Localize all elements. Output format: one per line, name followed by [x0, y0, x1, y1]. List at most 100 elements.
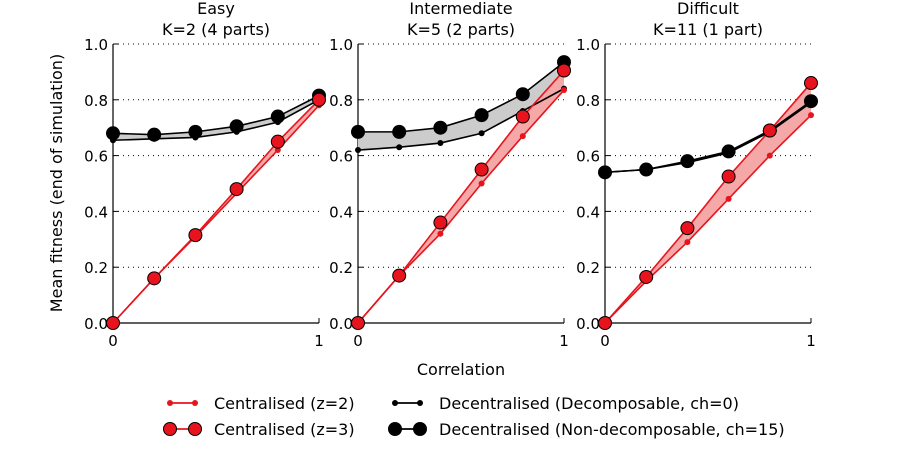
panel-3: Difficult K=11 (1 part) 0.0 0.2 0.4 0.6 0.8 1.0… — [576, 0, 818, 350]
series-non-decomposable-point — [351, 124, 365, 139]
series-non-decomposable-point — [433, 120, 448, 135]
panel-title: Easy — [197, 0, 235, 18]
panel-1: Easy K=2 (4 parts) 0.0 0.2 0.4 0.6 0.8 1.0 0 1 — [84, 0, 326, 350]
series-non-decomposable-point — [147, 127, 162, 142]
y-tick-label: 0.6 — [329, 148, 353, 166]
panel-2: Intermediate K=5 (2 parts) 0.0 0.2 0.4 0.6 0.8… — [329, 0, 571, 350]
legend-marker — [188, 422, 202, 436]
y-tick-label: 0.0 — [329, 315, 353, 333]
series-decomposable-point — [396, 144, 403, 151]
series-decomposable-line — [357, 87, 565, 151]
y-tick-label: 0.4 — [329, 203, 353, 221]
y-tick-label: 0.6 — [576, 148, 600, 166]
y-tick-label: 0.8 — [84, 92, 108, 110]
series-centralised-z3-point — [762, 123, 777, 138]
legend-label: Centralised (z=2) — [214, 394, 355, 413]
series-non-decomposable-point — [804, 94, 818, 109]
legend-label: Centralised (z=3) — [214, 420, 355, 439]
series-centralised-z3-point — [598, 316, 612, 330]
series-centralised-z3-point — [106, 316, 120, 330]
series-centralised-z2-line — [604, 114, 812, 324]
y-axis-label: Mean fitness (end of simulation) — [47, 54, 66, 312]
x-tick-label: 0 — [600, 332, 610, 350]
panel-title: Intermediate — [409, 0, 512, 18]
legend-item: Decentralised (Non-decomposable, ch=15) — [388, 420, 785, 439]
series-non-decomposable-point — [639, 162, 654, 177]
legend-marker — [413, 422, 427, 436]
x-tick-label: 1 — [806, 332, 816, 350]
series-centralised-z3-point — [639, 269, 654, 284]
legend-marker — [167, 400, 173, 406]
series-centralised-z3-point — [557, 63, 571, 78]
series-centralised-z3-line — [357, 69, 565, 324]
legend-marker — [392, 400, 398, 406]
x-tick-label: 0 — [108, 332, 118, 350]
y-tick-label: 0.0 — [576, 315, 600, 333]
x-tick-label: 1 — [559, 332, 569, 350]
legend-label: Decentralised (Decomposable, ch=0) — [439, 394, 739, 413]
series-centralised-z3-point — [721, 169, 736, 184]
decentralised-band — [358, 62, 564, 151]
legend-marker — [417, 400, 423, 406]
series-non-decomposable-point — [229, 119, 244, 134]
legend-marker — [192, 400, 198, 406]
series-non-decomposable-point — [598, 165, 612, 180]
y-tick-label: 0.8 — [576, 92, 600, 110]
series-decomposable-line — [112, 99, 320, 142]
y-tick-label: 0.8 — [329, 92, 353, 110]
legend: Centralised (z=2) Centralised (z=3) Decent… — [163, 394, 785, 439]
series-non-decomposable-point — [188, 124, 203, 139]
x-axis-label: Correlation — [417, 360, 505, 379]
series-non-decomposable-point — [106, 126, 120, 141]
series-centralised-z2-point — [478, 180, 485, 187]
legend-item: Centralised (z=3) — [163, 420, 355, 439]
series-non-decomposable-point — [392, 124, 407, 139]
series-centralised-z3-line — [112, 99, 320, 324]
panel-subtitle: K=5 (2 parts) — [407, 20, 515, 39]
y-tick-label: 0.4 — [84, 203, 108, 221]
y-tick-label: 0.6 — [84, 148, 108, 166]
series-centralised-z3-point — [312, 92, 326, 107]
series-decomposable-point — [478, 130, 485, 137]
series-centralised-z3-point — [392, 268, 407, 283]
series-centralised-z3-point — [515, 109, 530, 124]
series-non-decomposable-point — [270, 109, 285, 124]
y-tick-label: 1.0 — [329, 36, 353, 54]
y-tick-label: 0.4 — [576, 203, 600, 221]
series-centralised-z3-point — [147, 271, 162, 286]
series-centralised-z2-point — [561, 87, 567, 94]
y-tick-label: 1.0 — [84, 36, 108, 54]
series-centralised-z2-point — [274, 147, 281, 154]
x-tick-label: 0 — [353, 332, 363, 350]
series-centralised-z3-point — [270, 134, 285, 149]
series-centralised-z3-point — [229, 182, 244, 197]
series-centralised-z2-point — [684, 239, 691, 246]
series-centralised-z2-point — [766, 152, 773, 159]
legend-marker — [388, 422, 402, 436]
series-centralised-z3-point — [188, 228, 203, 243]
series-centralised-z2-point — [519, 133, 526, 140]
series-centralised-z3-point — [680, 221, 695, 236]
y-tick-label: 0.0 — [84, 315, 108, 333]
panel-subtitle: K=11 (1 part) — [653, 20, 763, 39]
series-non-decomposable-point — [680, 154, 695, 169]
legend-item: Centralised (z=2) — [167, 394, 355, 413]
series-centralised-z3-line — [604, 82, 812, 324]
series-centralised-z3-point — [804, 76, 818, 91]
y-tick-label: 1.0 — [576, 36, 600, 54]
legend-item: Decentralised (Decomposable, ch=0) — [392, 394, 739, 413]
series-decomposable-point — [355, 147, 361, 154]
legend-label: Decentralised (Non-decomposable, ch=15) — [439, 420, 785, 439]
series-decomposable-point — [437, 140, 444, 147]
y-tick-label: 0.2 — [576, 259, 600, 277]
series-centralised-z3-point — [351, 316, 365, 330]
series-centralised-z2-point — [808, 112, 814, 119]
series-centralised-z3-point — [474, 162, 489, 177]
panel-title: Difficult — [677, 0, 739, 18]
series-non-decomposable-point — [515, 87, 530, 102]
series-non-decomposable-point — [474, 108, 489, 123]
series-non-decomposable-point — [721, 144, 736, 159]
centralised-band — [113, 99, 319, 323]
